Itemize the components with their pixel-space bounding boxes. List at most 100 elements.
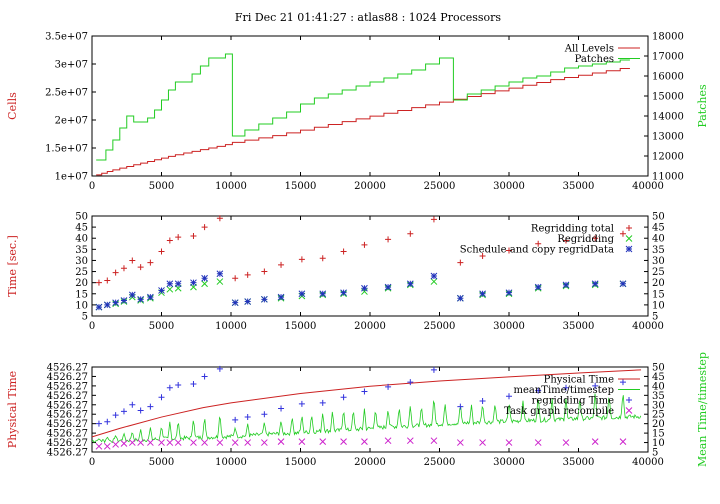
data-point (430, 216, 437, 223)
legend-label: Patches (575, 54, 614, 65)
data-point (137, 407, 144, 414)
data-point (261, 268, 268, 275)
data-point (479, 290, 486, 298)
x-tick-label: 40000 (632, 457, 664, 468)
data-point (244, 414, 251, 421)
legend-label: Regridding total (531, 224, 614, 235)
x-tick-label: 20000 (354, 181, 386, 192)
data-point (505, 289, 513, 297)
y-tick-label: 4526.27 (47, 448, 88, 459)
x-tick-label: 0 (89, 321, 95, 332)
data-point (384, 437, 392, 445)
data-point (190, 381, 197, 387)
y-tick-label: 4526.27 (47, 391, 88, 402)
legend-label: meanTime/timestep (513, 385, 614, 396)
data-point (104, 277, 111, 284)
series-line-patches (96, 53, 630, 161)
x-tick-label: 40000 (632, 321, 664, 332)
y-tick-label: 15 (75, 289, 88, 300)
y-tick-label: 4526.27 (47, 438, 88, 449)
data-point (592, 235, 599, 242)
y2-tick-label: 15 (652, 429, 665, 440)
data-point (479, 398, 486, 404)
data-point (479, 253, 486, 259)
x-tick-label: 35000 (563, 321, 595, 332)
x-tick-label: 0 (89, 457, 95, 468)
y2-tick-label: 13000 (652, 132, 684, 143)
y2-tick-label: 15000 (652, 92, 684, 103)
y-axis-label: Time [sec.] (6, 235, 19, 297)
y-tick-label: 3e+07 (55, 60, 88, 71)
data-point (147, 403, 154, 410)
data-point (244, 298, 252, 305)
data-point (129, 257, 136, 264)
data-point (216, 215, 223, 222)
y-tick-label: 30 (75, 256, 88, 267)
x-tick-label: 5000 (149, 457, 174, 468)
y2-tick-label: 25 (652, 410, 665, 421)
data-point (562, 384, 569, 391)
x-tick-label: 20000 (354, 321, 386, 332)
data-point (232, 275, 239, 282)
data-point (430, 366, 437, 373)
data-point (562, 237, 569, 244)
data-point (112, 441, 119, 448)
data-point (190, 439, 197, 446)
data-point (535, 387, 542, 394)
legend-marker (625, 407, 633, 414)
y-tick-label: 5 (82, 312, 88, 323)
y-tick-label: 4526.27 (47, 372, 88, 383)
data-point (407, 379, 414, 386)
legend-label: Physical Time (544, 375, 614, 386)
data-point (174, 439, 182, 446)
data-point (120, 297, 128, 304)
data-point (216, 270, 224, 278)
data-point (619, 438, 627, 445)
x-tick-label: 5000 (149, 321, 174, 332)
y2-tick-label: 18000 (652, 32, 684, 43)
legend-marker (626, 397, 632, 403)
series-line-physical-time (91, 369, 642, 438)
y2-tick-label: 35 (652, 391, 665, 402)
data-point (277, 438, 285, 445)
legend-label: Task graph recompile (504, 406, 614, 417)
y-tick-label: 50 (75, 212, 88, 223)
data-point (231, 299, 239, 307)
y2-tick-label: 17000 (652, 52, 684, 63)
data-point (278, 261, 285, 268)
x-tick-label: 35000 (563, 457, 595, 468)
data-point (479, 439, 486, 446)
data-point (361, 241, 368, 248)
data-point (147, 439, 154, 446)
y-tick-label: 2.5e+07 (45, 88, 88, 99)
data-point (562, 281, 570, 289)
data-point (95, 303, 103, 311)
y-tick-label: 35 (75, 245, 88, 256)
data-point (506, 247, 512, 254)
x-tick-label: 5000 (149, 181, 174, 192)
data-point (457, 403, 464, 410)
y2-tick-label: 5 (652, 312, 658, 323)
y2-tick-label: 10 (652, 300, 665, 311)
regrid-time-panel: 0 5000 10000 15000 20000 25000 30000 35000 40000… (6, 212, 665, 333)
data-point (244, 271, 251, 278)
legend-label: Schedule and copy regridData (460, 245, 614, 256)
data-point (216, 439, 224, 446)
y-tick-label: 10 (75, 300, 88, 311)
cells-patches-panel: 0 5000 10000 15000 20000 25000 30000 35000 40000… (6, 32, 709, 193)
data-point (95, 420, 102, 427)
data-point (232, 416, 239, 423)
data-point (158, 287, 165, 294)
y2-tick-label: 16000 (652, 72, 684, 83)
data-point (591, 280, 599, 288)
y2-tick-label: 20 (652, 419, 665, 430)
y-tick-label: 4526.27 (47, 429, 88, 440)
y-tick-label: 4526.27 (47, 410, 88, 421)
data-point (201, 224, 208, 231)
data-point (298, 438, 306, 445)
legend-marker (625, 245, 633, 253)
data-point (261, 411, 268, 418)
data-point (457, 259, 464, 266)
y2-tick-label: 50 (652, 212, 665, 223)
